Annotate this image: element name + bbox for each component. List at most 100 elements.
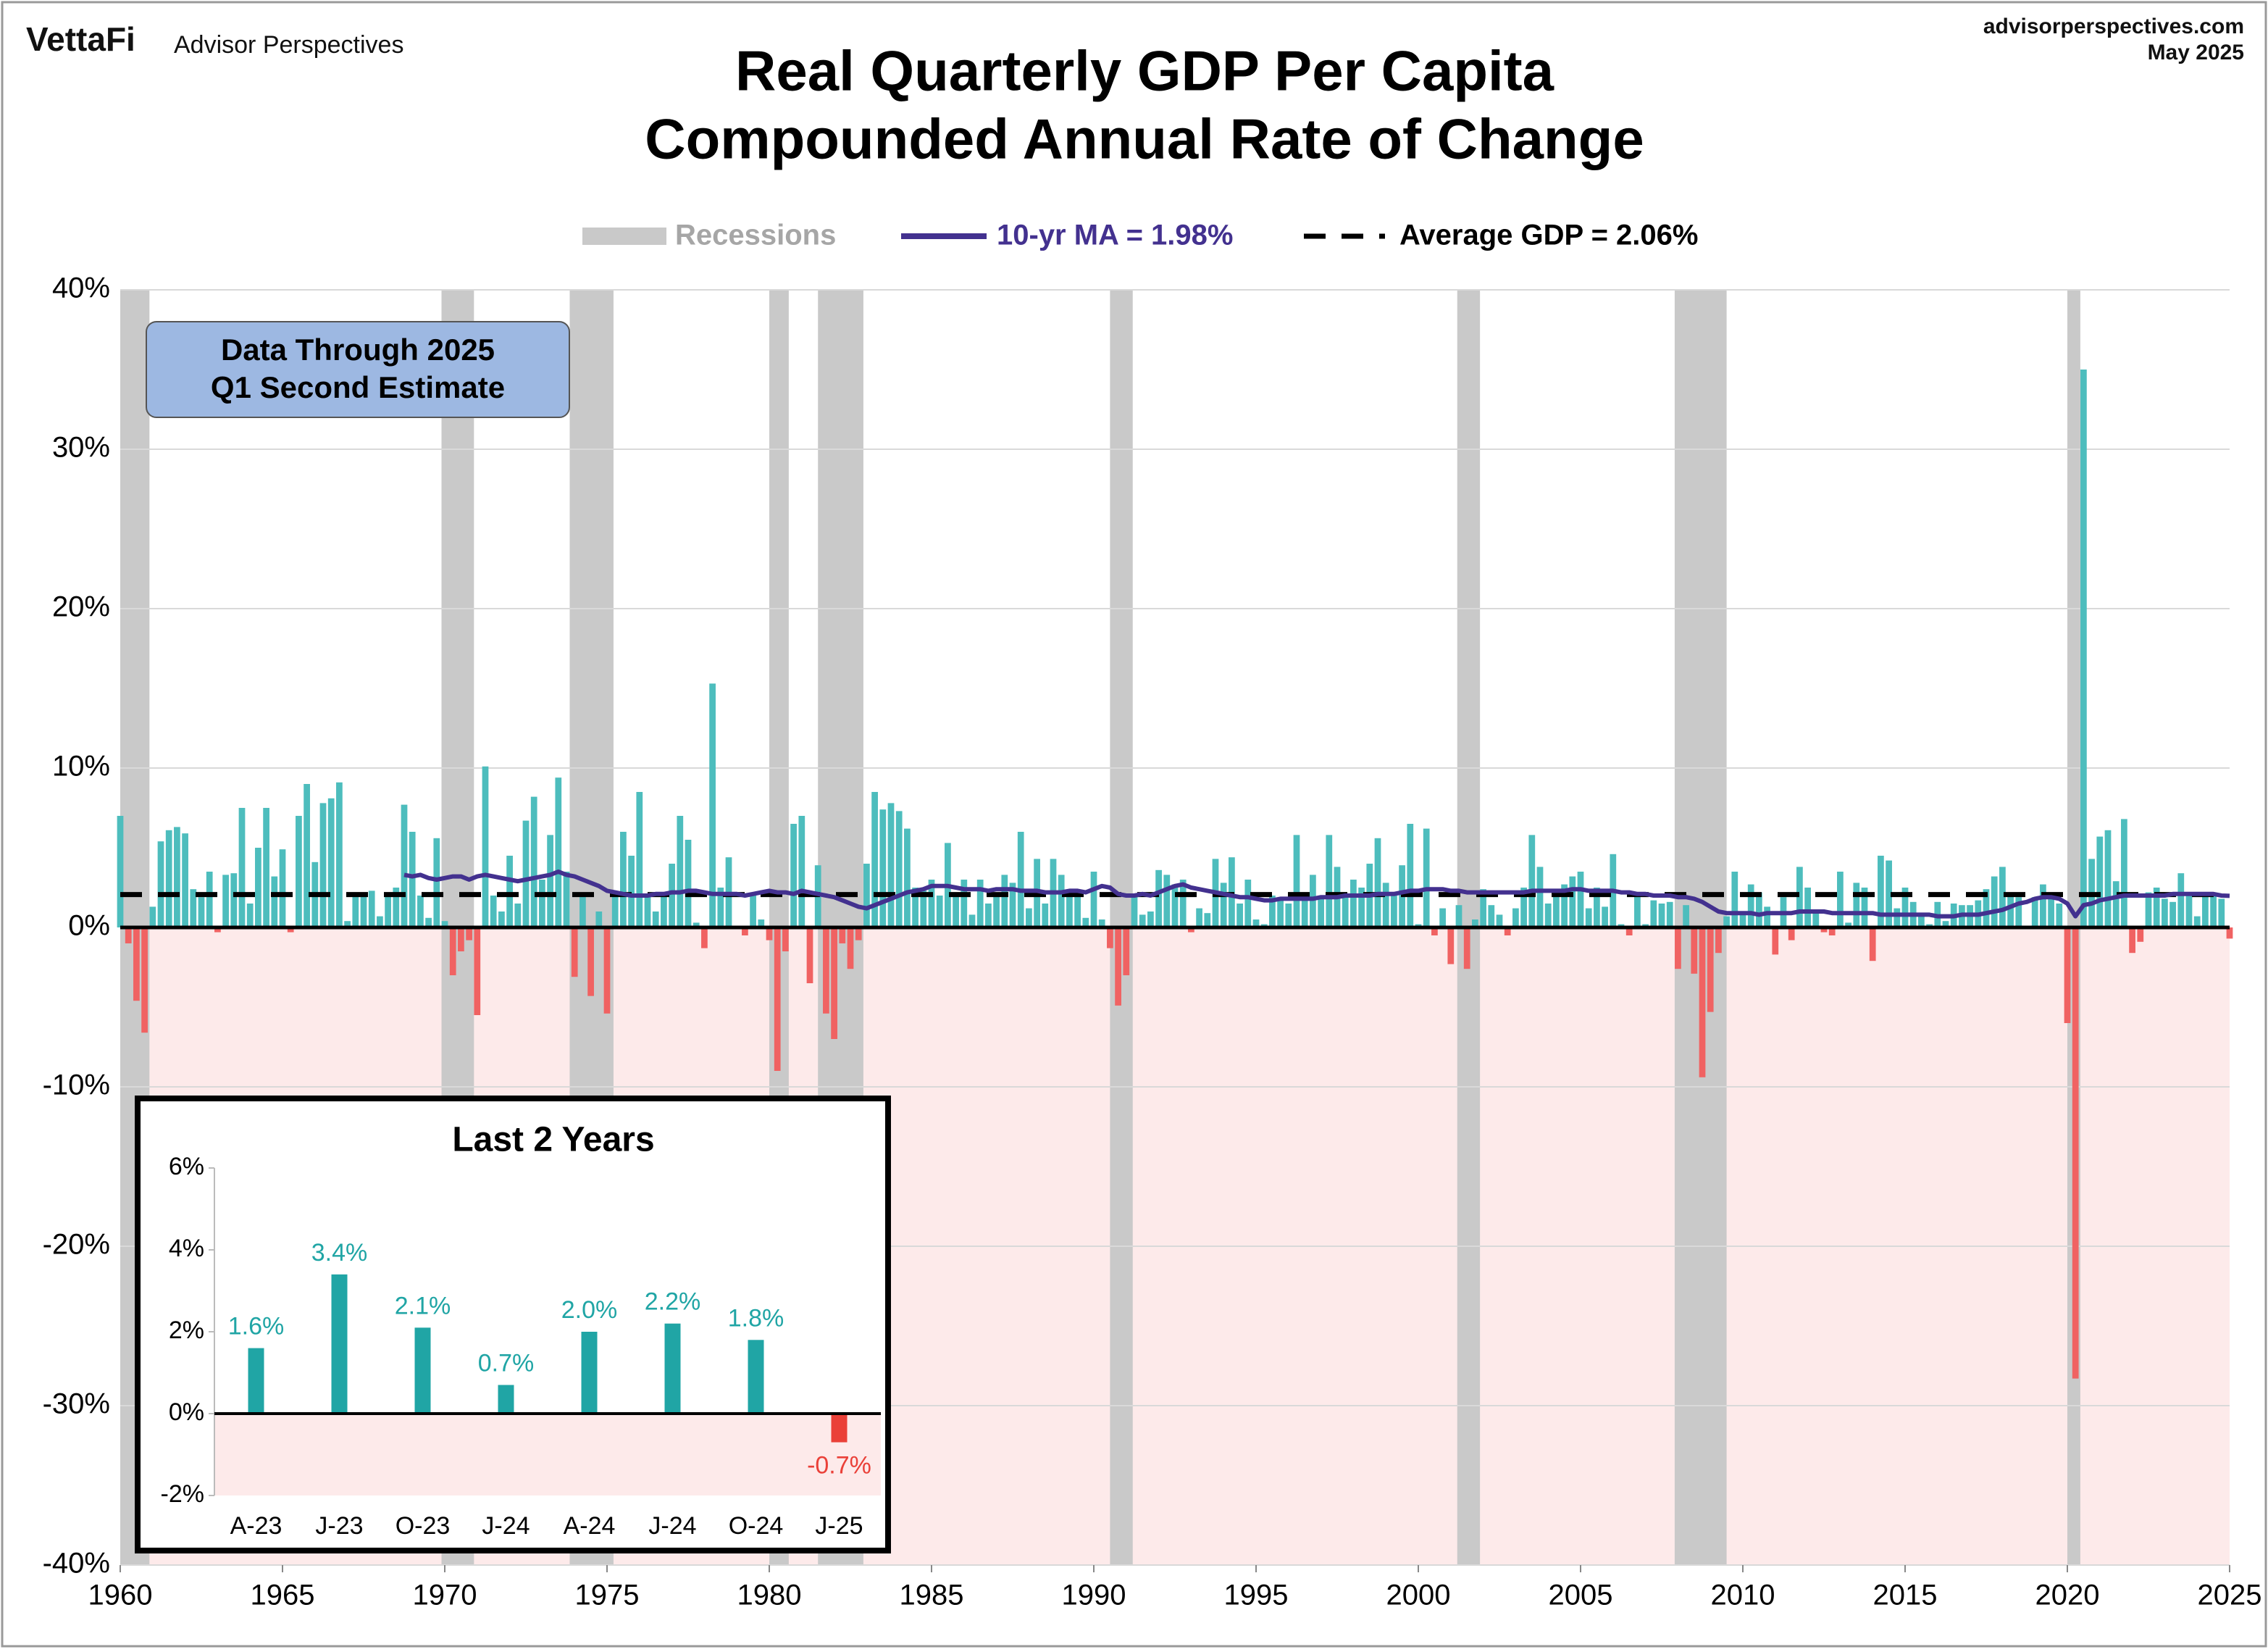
bar [2185,893,2193,927]
bar [652,911,659,927]
bar [414,1327,431,1414]
bar [1756,892,1762,927]
bar [1196,908,1202,927]
bar [2104,830,2112,927]
bar [433,838,440,927]
note-box [146,321,570,418]
bar [296,816,302,927]
bar [263,808,269,927]
negative-zone [214,1414,881,1495]
value-label: 1.6% [228,1313,285,1340]
legend-label: 10-yr MA = 1.98% [997,220,1233,251]
bar [692,922,700,927]
bar [555,777,562,927]
bar [1553,896,1560,927]
ma-line [403,869,2230,919]
bar [581,1332,598,1414]
x-tick-label: A-24 [564,1512,616,1540]
bar [157,841,164,927]
bar [579,892,586,927]
bar [1391,892,1397,927]
x-tick-label: 1980 [737,1580,802,1611]
bar [603,927,611,1014]
bar [1739,911,1746,927]
bar [968,914,976,927]
value-label: 2.0% [561,1296,618,1324]
bar [895,811,903,927]
value-label: 3.4% [311,1239,368,1267]
bar [1804,888,1811,927]
bar [1382,883,1389,927]
x-tick-label: O-23 [396,1512,451,1540]
bar [1772,927,1779,955]
bar [474,927,481,1015]
bar [1634,892,1641,927]
bar [482,766,489,927]
x-tick-label: 2020 [2035,1580,2100,1611]
bar [936,896,943,927]
x-tick-label: A-23 [230,1512,283,1540]
bar [985,904,992,927]
bar [1861,888,1868,927]
y-tick-label: 6% [169,1153,204,1180]
chart-subtitle: Compounded Annual Rate of Change [645,107,1644,171]
bar [2072,927,2079,1379]
bar [1147,911,1154,927]
x-tick-label: 2010 [1711,1580,1775,1611]
bar [2121,819,2127,927]
y-tick-label: -20% [43,1229,110,1261]
bar [2226,927,2233,939]
bar [1488,905,1495,927]
bar [1561,884,1568,927]
bar [331,1274,348,1414]
bar [1788,927,1795,940]
bar [628,856,635,927]
bar [368,890,375,927]
value-label: 1.8% [728,1304,784,1332]
bar [961,880,968,927]
bar [677,816,684,927]
bar [547,835,553,927]
bar [2080,370,2087,927]
bar [1918,914,1925,927]
bar [498,911,505,927]
bar [1828,927,1836,935]
chart-title: Real Quarterly GDP Per Capita [735,39,1554,103]
value-label: 0.7% [478,1349,535,1377]
bar [214,927,221,933]
bar [976,880,984,927]
bar [1236,904,1243,927]
bar [1252,919,1260,927]
bar [490,896,497,927]
bar [798,816,805,927]
bar [2048,893,2054,927]
bar [611,896,619,927]
x-tick-label: 1995 [1224,1580,1289,1611]
y-tick-label: -40% [43,1548,110,1580]
bar [393,888,400,927]
bar [790,824,797,927]
bar [1026,908,1032,927]
bar [271,876,278,927]
bar [190,889,197,927]
x-tick-label: 1985 [900,1580,964,1611]
bar [1244,880,1252,927]
bar [246,904,254,927]
bar [287,927,294,933]
bar [2193,916,2201,927]
x-tick-label: 1990 [1062,1580,1126,1611]
bar [904,828,911,927]
bar [1220,883,1227,927]
bar [1058,875,1065,927]
date: May 2025 [2148,41,2244,64]
bar [1115,927,1121,1006]
bar [661,896,667,927]
bar [327,798,335,927]
bar [1747,884,1754,927]
bar [831,1414,848,1443]
x-tick-label: O-24 [729,1512,784,1540]
bar [1358,888,1365,927]
bar [1536,867,1544,927]
bar [1666,901,1673,927]
